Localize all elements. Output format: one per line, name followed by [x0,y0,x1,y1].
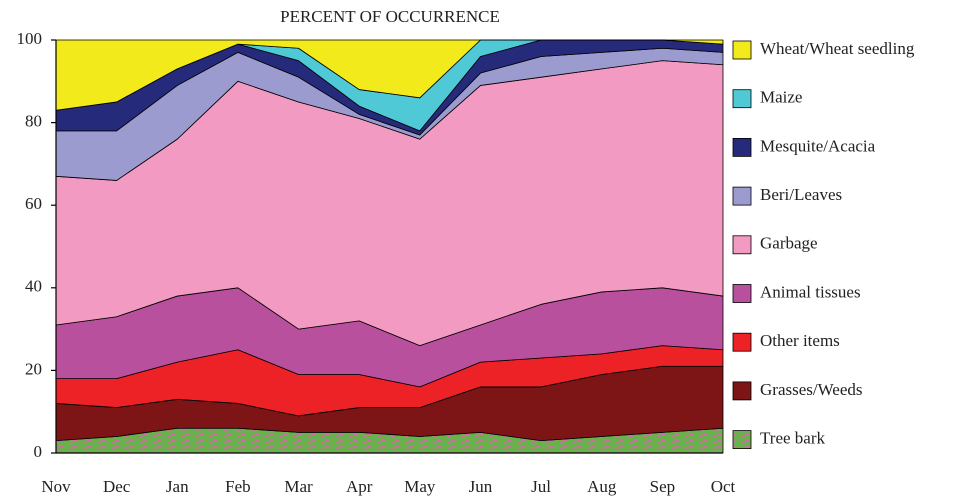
x-tick-label: Jul [531,477,551,496]
legend-label: Mesquite/Acacia [760,136,876,155]
legend-label: Maize [760,88,802,107]
y-tick-label: 40 [25,277,42,296]
legend-swatch [732,89,752,109]
x-tick-label: Mar [284,477,313,496]
legend-label: Other items [760,331,840,350]
legend-swatch [732,430,752,450]
y-tick-label: 0 [34,442,43,461]
x-tick-label: Sep [650,477,676,496]
legend-label: Grasses/Weeds [760,380,863,399]
x-tick-label: Feb [225,477,251,496]
y-tick-label: 60 [25,194,42,213]
legend-swatch [732,235,752,255]
y-tick-label: 100 [17,29,43,48]
chart-title: PERCENT OF OCCURRENCE [280,7,500,26]
legend-label: Tree bark [760,429,825,448]
x-tick-label: May [404,477,436,496]
legend-label: Garbage [760,234,818,253]
legend-label: Animal tissues [760,282,861,301]
legend-swatch [732,284,752,303]
x-tick-label: Jun [469,477,493,496]
legend-swatch [732,332,752,352]
legend-swatch [732,40,752,60]
area [55,39,724,111]
x-tick-label: Dec [103,477,131,496]
x-tick-label: Aug [587,477,617,496]
legend-label: Beri/Leaves [760,185,842,204]
x-tick-label: Jan [166,477,189,496]
legend-swatch [732,137,752,157]
legend-swatch [732,186,752,206]
legend-label: Wheat/Wheat seedling [760,39,915,58]
x-tick-label: Apr [346,477,373,496]
legend-swatch [732,381,752,401]
y-tick-label: 20 [25,359,42,378]
x-tick-label: Nov [41,477,71,496]
x-tick-label: Oct [711,477,736,496]
y-tick-label: 80 [25,112,42,131]
